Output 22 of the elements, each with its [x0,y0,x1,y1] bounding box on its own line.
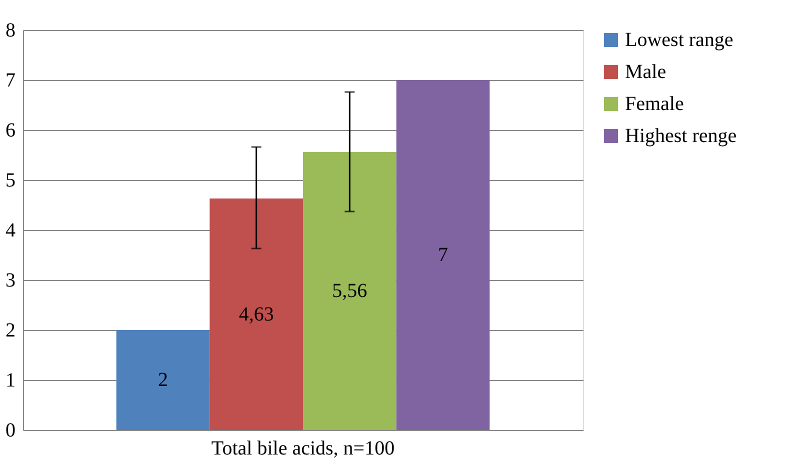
data-label: 2 [158,369,168,391]
data-label: 4,63 [238,303,274,326]
bar [396,80,490,430]
y-tick-label: 8 [6,20,16,42]
data-label: 7 [438,244,448,266]
x-tick-label: Total bile acids, n=100 [211,438,395,460]
legend-label: Female [625,93,684,115]
bar [303,152,396,430]
legend-label: Highest renge [625,125,737,147]
data-label: 5,56 [332,280,368,302]
y-tick-label: 1 [6,370,16,392]
bar [210,198,303,430]
y-tick-label: 2 [6,320,16,342]
y-tick-label: 6 [6,120,16,142]
y-tick-label: 7 [6,70,16,92]
bar [116,330,210,430]
y-tick-label: 0 [6,420,16,442]
legend-label: Lowest range [625,29,734,51]
y-tick-label: 4 [6,220,16,242]
y-tick-label: 5 [6,170,16,192]
legend-label: Male [625,61,666,83]
y-tick-label: 3 [6,270,16,292]
